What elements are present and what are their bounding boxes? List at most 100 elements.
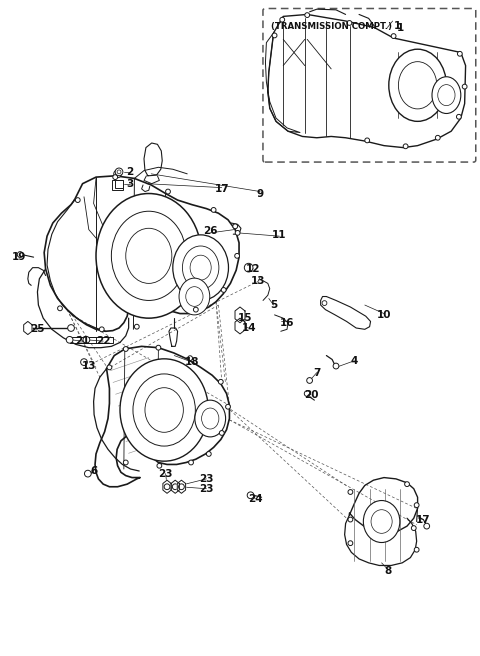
Circle shape bbox=[247, 492, 254, 499]
Ellipse shape bbox=[96, 194, 202, 318]
Text: 9: 9 bbox=[257, 188, 264, 199]
Text: 13: 13 bbox=[251, 276, 265, 286]
Circle shape bbox=[164, 484, 170, 489]
Circle shape bbox=[405, 482, 409, 487]
Text: 20: 20 bbox=[304, 390, 318, 400]
Circle shape bbox=[235, 230, 240, 236]
FancyBboxPatch shape bbox=[263, 9, 476, 162]
Circle shape bbox=[365, 138, 370, 143]
Ellipse shape bbox=[190, 255, 211, 280]
Text: 13: 13 bbox=[82, 361, 96, 371]
Ellipse shape bbox=[398, 62, 437, 109]
Text: 24: 24 bbox=[248, 493, 263, 504]
Bar bbox=[115, 180, 123, 188]
Circle shape bbox=[189, 460, 193, 465]
Circle shape bbox=[391, 33, 396, 39]
Ellipse shape bbox=[438, 85, 455, 106]
Circle shape bbox=[226, 404, 230, 409]
Circle shape bbox=[218, 379, 223, 384]
Text: 18: 18 bbox=[185, 357, 199, 367]
Text: 6: 6 bbox=[90, 466, 97, 476]
Ellipse shape bbox=[126, 228, 172, 283]
Circle shape bbox=[17, 252, 23, 257]
Text: 14: 14 bbox=[241, 323, 256, 333]
Circle shape bbox=[99, 327, 104, 332]
Text: 15: 15 bbox=[238, 313, 252, 323]
Circle shape bbox=[272, 33, 277, 38]
Text: 17: 17 bbox=[416, 514, 431, 525]
Polygon shape bbox=[171, 480, 180, 493]
Text: 25: 25 bbox=[30, 324, 45, 335]
Circle shape bbox=[414, 547, 419, 552]
Circle shape bbox=[188, 356, 192, 361]
Text: 3: 3 bbox=[126, 178, 133, 189]
Circle shape bbox=[123, 460, 128, 465]
Circle shape bbox=[424, 523, 430, 529]
Text: 23: 23 bbox=[199, 483, 214, 494]
Polygon shape bbox=[177, 480, 186, 493]
Text: 4: 4 bbox=[350, 356, 358, 366]
Text: 8: 8 bbox=[384, 565, 392, 576]
Ellipse shape bbox=[202, 408, 219, 429]
Text: 7: 7 bbox=[313, 367, 321, 378]
Circle shape bbox=[348, 489, 353, 495]
Ellipse shape bbox=[182, 246, 219, 289]
Text: 22: 22 bbox=[96, 336, 110, 346]
Circle shape bbox=[114, 170, 121, 178]
Polygon shape bbox=[24, 321, 32, 335]
Text: 17: 17 bbox=[215, 184, 229, 194]
Text: (TRANSMISSION COMPT.): (TRANSMISSION COMPT.) bbox=[271, 22, 392, 31]
Circle shape bbox=[193, 307, 198, 312]
Ellipse shape bbox=[363, 501, 400, 543]
Text: 16: 16 bbox=[280, 318, 294, 328]
Circle shape bbox=[107, 365, 112, 370]
Text: 21: 21 bbox=[75, 336, 90, 346]
Circle shape bbox=[348, 517, 353, 522]
Bar bbox=[112, 180, 123, 190]
Circle shape bbox=[233, 224, 238, 229]
Circle shape bbox=[219, 430, 224, 436]
Circle shape bbox=[280, 17, 285, 22]
Circle shape bbox=[75, 197, 80, 203]
Circle shape bbox=[84, 470, 91, 477]
Circle shape bbox=[68, 325, 74, 331]
Circle shape bbox=[66, 337, 73, 343]
Polygon shape bbox=[163, 480, 171, 493]
Circle shape bbox=[305, 12, 310, 18]
Text: 1: 1 bbox=[397, 22, 405, 33]
Text: 10: 10 bbox=[377, 310, 391, 320]
Text: 5: 5 bbox=[270, 300, 277, 310]
Circle shape bbox=[81, 359, 87, 365]
Circle shape bbox=[235, 253, 240, 258]
Circle shape bbox=[123, 346, 128, 352]
Ellipse shape bbox=[120, 359, 208, 461]
Circle shape bbox=[166, 189, 170, 194]
Polygon shape bbox=[235, 318, 245, 334]
Text: 19: 19 bbox=[12, 252, 26, 262]
Ellipse shape bbox=[195, 400, 226, 437]
Circle shape bbox=[172, 484, 178, 489]
Circle shape bbox=[83, 337, 90, 343]
Circle shape bbox=[206, 451, 211, 457]
Circle shape bbox=[414, 502, 419, 508]
Circle shape bbox=[58, 306, 62, 311]
Circle shape bbox=[307, 378, 312, 383]
Polygon shape bbox=[235, 307, 245, 323]
Circle shape bbox=[211, 207, 216, 213]
Circle shape bbox=[456, 114, 461, 119]
Text: 23: 23 bbox=[199, 474, 214, 484]
Ellipse shape bbox=[173, 235, 228, 300]
Ellipse shape bbox=[432, 77, 461, 113]
Circle shape bbox=[157, 463, 162, 468]
Circle shape bbox=[457, 51, 462, 56]
Ellipse shape bbox=[111, 211, 186, 300]
Ellipse shape bbox=[179, 278, 210, 315]
Text: 23: 23 bbox=[158, 468, 173, 479]
Ellipse shape bbox=[133, 374, 195, 446]
Circle shape bbox=[347, 20, 352, 26]
Ellipse shape bbox=[145, 388, 183, 432]
Circle shape bbox=[462, 84, 467, 89]
Circle shape bbox=[333, 363, 339, 369]
Text: 11: 11 bbox=[272, 230, 287, 240]
Circle shape bbox=[134, 324, 139, 329]
